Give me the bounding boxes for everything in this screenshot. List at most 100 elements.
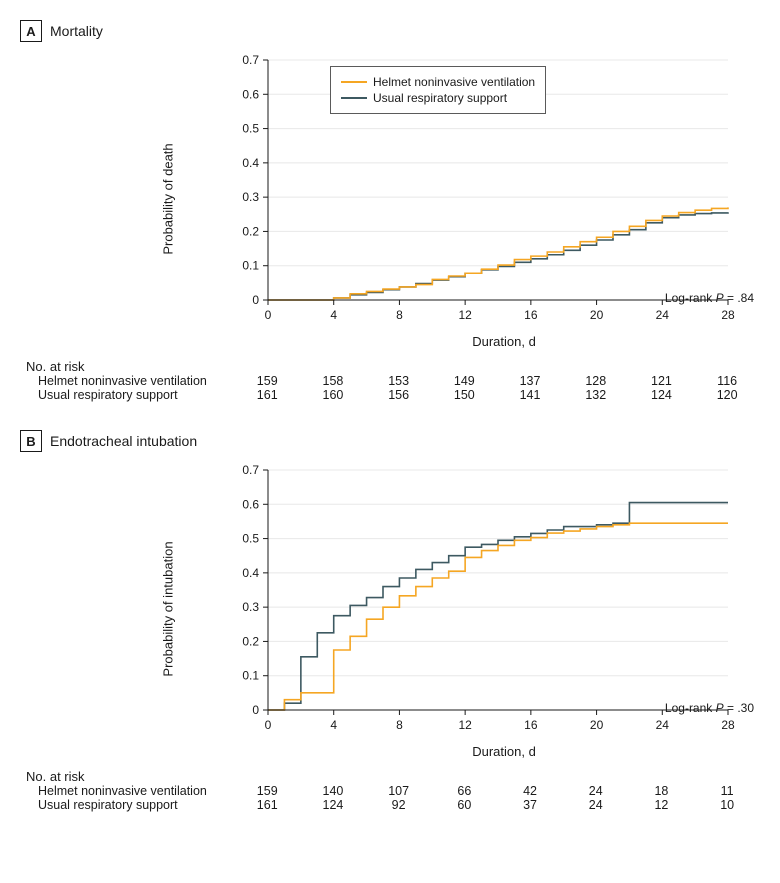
risk-cell: 120 [694,388,760,402]
svg-text:0.7: 0.7 [242,53,259,67]
risk-row-label: Helmet noninvasive ventilation [20,374,219,388]
risk-cell: 161 [234,798,300,812]
panel-letter: A [20,20,42,42]
svg-text:28: 28 [721,718,735,732]
legend-label: Usual respiratory support [373,91,507,105]
risk-cell: 141 [497,388,563,402]
chart-wrap: Probability of intubation00.10.20.30.40.… [220,458,760,759]
risk-title: No. at risk [26,359,760,374]
risk-cell: 12 [629,798,695,812]
panel-title: Endotracheal intubation [50,433,197,449]
legend-line-icon [341,81,367,83]
svg-text:0.2: 0.2 [242,224,259,238]
svg-text:0.3: 0.3 [242,600,259,614]
svg-text:0.4: 0.4 [242,156,259,170]
risk-table: No. at riskHelmet noninvasive ventilatio… [20,359,760,402]
risk-cell: 116 [694,374,760,388]
legend: Helmet noninvasive ventilation Usual resp… [330,66,546,114]
svg-text:0.1: 0.1 [242,259,259,273]
series-helmet-niv [268,207,728,300]
risk-cell: 121 [629,374,695,388]
risk-cell: 153 [366,374,432,388]
risk-row: Usual respiratory support161124926037241… [20,798,760,812]
svg-text:0.1: 0.1 [242,669,259,683]
logrank-text: Log-rank P = .30 [665,701,754,715]
svg-text:8: 8 [396,718,403,732]
risk-cell: 161 [234,388,300,402]
risk-cell: 60 [431,798,497,812]
risk-row: Usual respiratory support 161160156150141… [20,388,760,402]
risk-cell: 124 [300,798,366,812]
svg-text:12: 12 [458,718,472,732]
y-axis-label: Probability of death [161,143,176,254]
risk-row-label: Usual respiratory support [20,388,219,402]
panel-title: Mortality [50,23,103,39]
risk-cell: 132 [563,388,629,402]
svg-text:20: 20 [590,718,604,732]
panel-letter: B [20,430,42,452]
svg-text:0.4: 0.4 [242,566,259,580]
svg-text:24: 24 [656,308,670,322]
risk-row: Helmet noninvasive ventilation1591581531… [20,374,760,388]
svg-text:0: 0 [265,308,272,322]
series-usual-support [268,503,728,710]
risk-cell: 159 [234,784,300,798]
svg-text:4: 4 [330,308,337,322]
risk-cell: 150 [431,388,497,402]
svg-text:0.3: 0.3 [242,190,259,204]
risk-cell: 10 [694,798,760,812]
svg-text:8: 8 [396,308,403,322]
risk-cell: 11 [694,784,760,798]
x-axis-label: Duration, d [220,334,740,349]
risk-cell: 158 [300,374,366,388]
svg-text:12: 12 [458,308,472,322]
risk-cell: 42 [497,784,563,798]
risk-cell: 137 [497,374,563,388]
risk-cell: 18 [629,784,695,798]
svg-text:0.2: 0.2 [242,634,259,648]
svg-text:0.5: 0.5 [242,122,259,136]
risk-table: No. at riskHelmet noninvasive ventilatio… [20,769,760,812]
risk-cell: 128 [563,374,629,388]
svg-text:4: 4 [330,718,337,732]
chart-svg: 0 0.1 0.2 0.3 0.4 0.5 0.6 0.7 0 4 8 12 16 20 24 28 [220,458,740,738]
chart-wrap: Probability of death00.10.20.30.40.50.60… [220,48,760,349]
risk-cell: 24 [563,784,629,798]
risk-cell: 160 [300,388,366,402]
svg-text:0: 0 [252,293,259,307]
svg-text:0.5: 0.5 [242,532,259,546]
risk-cell: 37 [497,798,563,812]
risk-cell: 107 [366,784,432,798]
risk-cell: 92 [366,798,432,812]
risk-cell: 24 [563,798,629,812]
svg-text:0.6: 0.6 [242,497,259,511]
svg-text:16: 16 [524,308,538,322]
y-axis-label: Probability of intubation [161,541,176,676]
svg-text:0.7: 0.7 [242,463,259,477]
risk-title: No. at risk [26,769,760,784]
risk-cell: 140 [300,784,366,798]
risk-row: Helmet noninvasive ventilation 1591401076… [20,784,760,798]
legend-label: Helmet noninvasive ventilation [373,75,535,89]
svg-text:28: 28 [721,308,735,322]
risk-row-label: Helmet noninvasive ventilation [20,784,219,798]
svg-text:16: 16 [524,718,538,732]
logrank-text: Log-rank P = .84 [665,291,754,305]
legend-line-icon [341,97,367,99]
series-helmet-niv [268,523,728,710]
risk-cell: 66 [431,784,497,798]
panel-b: B Endotracheal intubation Probability of i… [20,430,760,812]
risk-row-label: Usual respiratory support [20,798,219,812]
panel-a: A Mortality Probability of death 0 0.1 0.2 0.3… [20,20,760,402]
svg-text:0: 0 [265,718,272,732]
x-axis-label: Duration, d [220,744,740,759]
risk-cell: 149 [431,374,497,388]
svg-text:24: 24 [656,718,670,732]
series-usual-support [268,212,728,300]
svg-text:0.6: 0.6 [242,87,259,101]
svg-text:0: 0 [252,703,259,717]
risk-cell: 156 [366,388,432,402]
svg-text:20: 20 [590,308,604,322]
risk-cell: 159 [234,374,300,388]
risk-cell: 124 [629,388,695,402]
